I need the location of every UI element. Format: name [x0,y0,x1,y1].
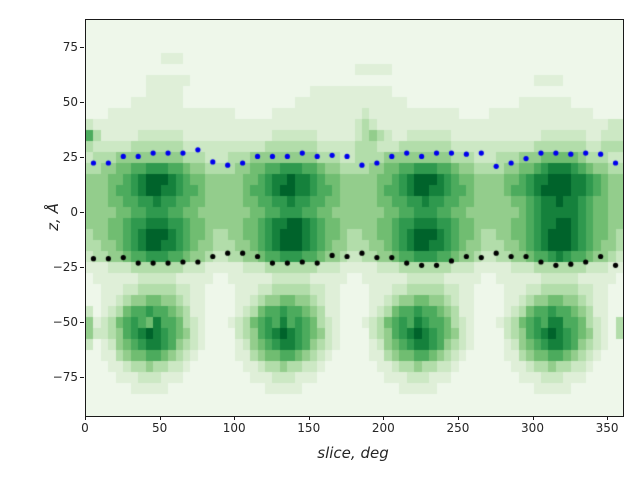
x-tick-label: 50 [151,421,168,435]
y-tick-label: 25 [62,149,78,164]
plot-area [85,19,624,417]
y-tick-mark [80,321,84,323]
y-tick-mark [80,101,84,103]
x-tick-label: 250 [446,421,470,435]
heatmap-scatter-canvas [86,20,623,416]
x-tick-mark [159,416,161,420]
x-tick-mark [607,416,609,420]
x-tick-label: 350 [595,421,619,435]
x-tick-label: 0 [81,421,89,435]
y-tick-label: 50 [62,94,78,109]
x-tick-mark [234,416,236,420]
y-tick-mark [80,211,84,213]
x-tick-label: 300 [521,421,544,435]
x-tick-mark [457,416,459,420]
y-tick-label: 0 [70,204,78,219]
x-tick-mark [308,416,310,420]
x-tick-label: 200 [371,421,395,435]
x-tick-label: 150 [297,421,321,435]
x-tick-mark [383,416,385,420]
y-tick-mark [80,266,84,268]
y-tick-mark [80,376,84,378]
y-tick-label: 75 [62,39,78,54]
x-axis-label: slice, deg [317,444,389,462]
y-tick-label: −50 [52,314,78,329]
y-tick-label: −75 [52,369,78,384]
y-axis-label: z, Å [44,203,62,231]
x-tick-mark [532,416,534,420]
y-tick-mark [80,156,84,158]
x-tick-label: 100 [222,421,246,435]
y-tick-mark [80,46,84,48]
y-tick-label: −25 [52,259,78,274]
x-tick-mark [85,416,86,420]
